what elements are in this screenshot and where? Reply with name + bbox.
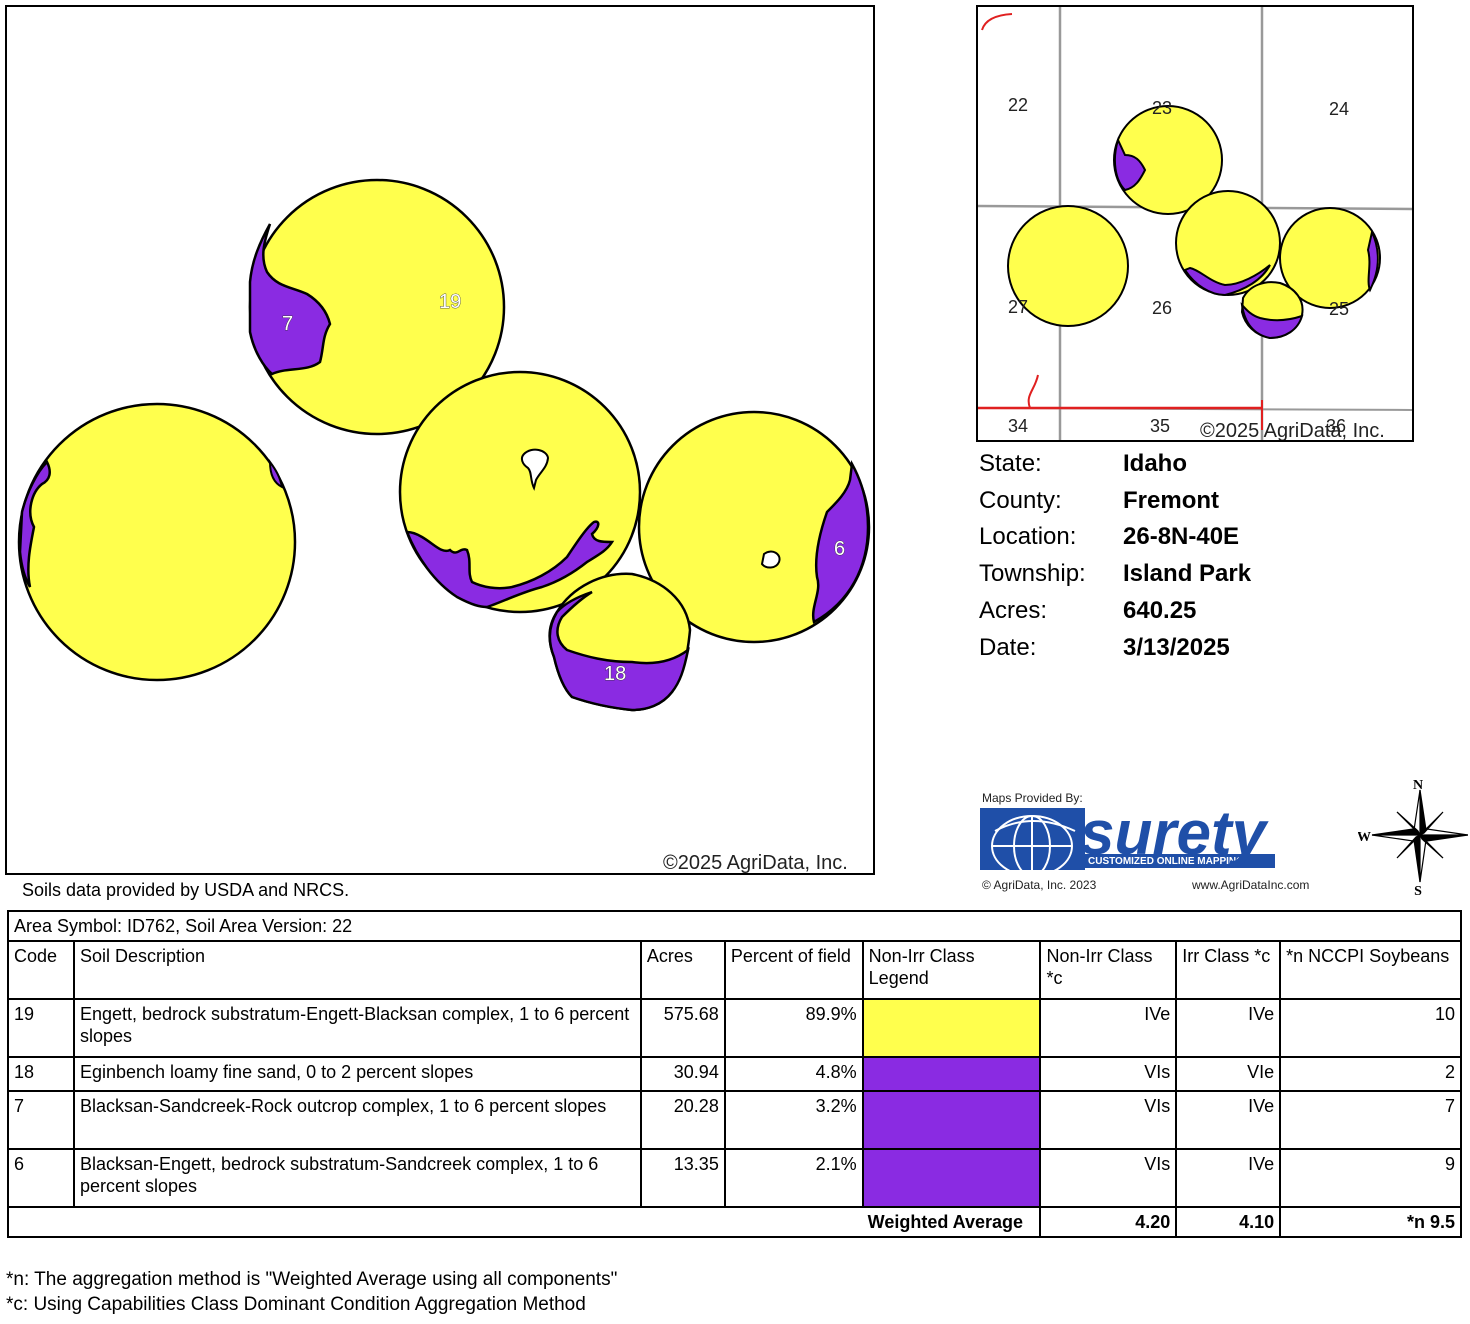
map-label-7: 7: [282, 313, 293, 335]
row-code: 7: [7, 1090, 75, 1150]
footnote-n: *n: The aggregation method is "Weighted …: [6, 1269, 618, 1290]
row-description: Eginbench loamy fine sand, 0 to 2 percen…: [72, 1056, 642, 1092]
field-circle-south: [548, 572, 692, 712]
row-description: Engett, bedrock substratum-Engett-Blacks…: [72, 998, 642, 1058]
row-nccpi: 10: [1279, 998, 1462, 1058]
row-legend-swatch: [861, 998, 1042, 1058]
field-circle-west: [17, 402, 297, 682]
table-row: 6 Blacksan-Engett, bedrock substratum-Sa…: [7, 1148, 1462, 1208]
table-row: 18 Eginbench loamy fine sand, 0 to 2 per…: [7, 1056, 1462, 1092]
field-circle-center: [398, 370, 642, 614]
map-label-6: 6: [834, 538, 845, 560]
compass-rose-icon: N S W: [1358, 778, 1468, 899]
table-weighted-row: Weighted Average 4.20 4.10 *n 9.5: [7, 1206, 1462, 1238]
header-code: Code: [7, 940, 75, 1000]
inset-section-27: 27: [1008, 297, 1029, 317]
header-acres: Acres: [639, 940, 726, 1000]
inset-section-24: 24: [1329, 99, 1350, 119]
row-nccpi: 9: [1279, 1148, 1462, 1208]
weighted-label: Weighted Average: [862, 1206, 1042, 1238]
row-percent: 89.9%: [723, 998, 864, 1058]
main-soil-map: 19 7 6 18 ©2025 AgriData, Inc.: [5, 5, 875, 875]
map-label-18: 18: [604, 663, 626, 685]
svg-text:N: N: [1413, 778, 1423, 793]
weighted-irr: 4.10: [1175, 1206, 1282, 1238]
svg-text:S: S: [1414, 884, 1422, 899]
header-irr: Irr Class *c: [1175, 940, 1282, 1000]
row-code: 19: [7, 998, 75, 1058]
row-irr: IVe: [1175, 998, 1282, 1058]
row-acres: 13.35: [639, 1148, 726, 1208]
soil-table: Area Symbol: ID762, Soil Area Version: 2…: [7, 910, 1462, 1238]
surety-globe-icon: CUSTOMIZED ONLINE MAPPING surety: [980, 806, 1275, 876]
row-nccpi: 2: [1279, 1056, 1462, 1092]
header-nonirr: Non-Irr Class *c: [1039, 940, 1178, 1000]
table-area-row: Area Symbol: ID762, Soil Area Version: 2…: [7, 910, 1462, 942]
row-percent: 4.8%: [723, 1056, 864, 1092]
header-legend: Non-Irr Class Legend: [861, 940, 1042, 1000]
area-symbol: Area Symbol: ID762, Soil Area Version: 2…: [7, 910, 1462, 942]
inset-section-26: 26: [1152, 298, 1173, 318]
inset-location-map: 22 23 24 27 26 25 34 35 36 ©2025 AgriDat…: [976, 5, 1414, 442]
row-legend-swatch: [861, 1056, 1042, 1092]
inset-section-35: 35: [1150, 416, 1171, 436]
row-description: Blacksan-Engett, bedrock substratum-Sand…: [72, 1148, 642, 1208]
row-legend-swatch: [861, 1148, 1042, 1208]
row-nonirr: VIs: [1039, 1148, 1178, 1208]
row-nonirr: VIs: [1039, 1090, 1178, 1150]
main-map-copyright: ©2025 AgriData, Inc.: [663, 852, 848, 874]
header-description: Soil Description: [72, 940, 642, 1000]
weighted-nonirr: 4.20: [1039, 1206, 1178, 1238]
inset-section-22: 22: [1008, 95, 1029, 115]
field-circle-north: [248, 178, 506, 436]
row-percent: 2.1%: [723, 1148, 864, 1208]
inset-section-34: 34: [1008, 416, 1029, 436]
main-map-canvas: 19 7 6 18: [17, 178, 871, 712]
footnote-c: *c: Using Capabilities Class Dominant Co…: [6, 1294, 586, 1315]
inset-map-canvas: [978, 7, 1412, 440]
svg-text:surety: surety: [1080, 806, 1270, 868]
svg-text:CUSTOMIZED ONLINE MAPPING: CUSTOMIZED ONLINE MAPPING: [1088, 856, 1244, 867]
row-acres: 30.94: [639, 1056, 726, 1092]
weighted-nccpi: *n 9.5: [1279, 1206, 1462, 1238]
field-circle-east: [637, 410, 871, 644]
row-irr: IVe: [1175, 1148, 1282, 1208]
row-acres: 575.68: [639, 998, 726, 1058]
table-header-row: Code Soil Description Acres Percent of f…: [7, 940, 1462, 1000]
inset-section-36: 36: [1326, 416, 1347, 436]
row-irr: IVe: [1175, 1090, 1282, 1150]
soils-source-note: Soils data provided by USDA and NRCS.: [22, 880, 350, 900]
header-nccpi: *n NCCPI Soybeans: [1279, 940, 1462, 1000]
row-nccpi: 7: [1279, 1090, 1462, 1150]
inset-map-copyright: ©2025 AgriData, Inc.: [1200, 420, 1385, 442]
inset-section-25: 25: [1329, 299, 1350, 319]
header-percent: Percent of field: [723, 940, 864, 1000]
row-nonirr: IVe: [1039, 998, 1178, 1058]
row-irr: VIe: [1175, 1056, 1282, 1092]
row-percent: 3.2%: [723, 1090, 864, 1150]
row-nonirr: VIs: [1039, 1056, 1178, 1092]
row-code: 18: [7, 1056, 75, 1092]
row-acres: 20.28: [639, 1090, 726, 1150]
inset-section-23: 23: [1152, 98, 1173, 118]
row-description: Blacksan-Sandcreek-Rock outcrop complex,…: [72, 1090, 642, 1150]
row-legend-swatch: [861, 1090, 1042, 1150]
table-row: 19 Engett, bedrock substratum-Engett-Bla…: [7, 998, 1462, 1058]
table-row: 7 Blacksan-Sandcreek-Rock outcrop comple…: [7, 1090, 1462, 1150]
map-label-19: 19: [439, 291, 461, 313]
surety-logo: Maps Provided By: CUSTOMIZED ONLINE MAPP…: [980, 790, 1330, 892]
weighted-spacer: [7, 1206, 863, 1238]
svg-text:W: W: [1358, 830, 1371, 845]
row-code: 6: [7, 1148, 75, 1208]
